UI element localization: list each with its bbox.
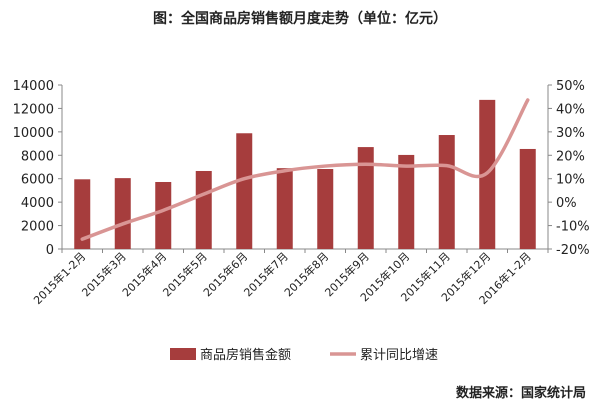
bar [438, 135, 455, 249]
bar [155, 181, 172, 249]
bar [398, 154, 415, 249]
right-tick-label: 20% [556, 149, 585, 164]
bar [195, 170, 212, 249]
left-tick-label: 4000 [21, 196, 54, 211]
left-tick-label: 0 [46, 243, 54, 258]
bar [317, 168, 334, 249]
left-tick-label: 12000 [13, 102, 54, 117]
legend-label-line: 累计同比增速 [360, 348, 438, 363]
bar [74, 179, 91, 249]
bar [236, 133, 253, 249]
left-tick-label: 10000 [13, 126, 54, 141]
left-tick-label: 2000 [21, 220, 54, 235]
legend-label-bar: 商品房销售金额 [200, 347, 291, 363]
left-tick-label: 6000 [21, 173, 54, 188]
growth-line [80, 98, 530, 241]
data-source: 数据来源：国家统计局 [455, 386, 586, 401]
right-tick-label: 0% [556, 196, 577, 211]
right-tick-label: 30% [556, 126, 585, 141]
right-tick-label: 50% [556, 79, 585, 94]
right-tick-label: -10% [556, 220, 590, 235]
bar [276, 168, 293, 249]
chart-title: 图：全国商品房销售额月度走势（单位：亿元） [153, 11, 447, 27]
x-tick-label: 2015年1-2月 [30, 249, 88, 307]
left-tick-label: 14000 [13, 79, 54, 94]
right-tick-label: 10% [556, 173, 585, 188]
bar [114, 178, 131, 249]
legend-swatch-bar [170, 348, 196, 360]
bar [519, 148, 536, 249]
left-tick-label: 8000 [21, 149, 54, 164]
bar [357, 147, 374, 249]
right-tick-label: 40% [556, 102, 585, 117]
right-tick-label: -20% [556, 243, 590, 258]
